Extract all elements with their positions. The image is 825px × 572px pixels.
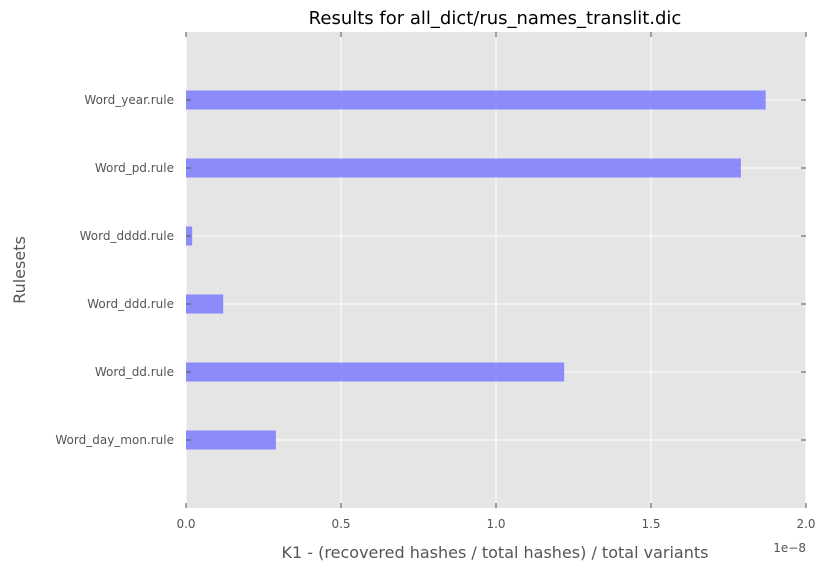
- y-tick-label: Word_ddd.rule: [87, 297, 174, 311]
- bars: [186, 90, 766, 450]
- y-tick-label: Word_year.rule: [84, 93, 174, 107]
- bar: [186, 158, 741, 178]
- x-tick-label: 2.0: [796, 517, 815, 531]
- x-tick-label: 0.0: [176, 517, 195, 531]
- x-tick-labels: 0.0 0.5 1.0 1.5 2.0: [176, 517, 815, 531]
- bar: [186, 90, 766, 110]
- bar: [186, 362, 565, 382]
- axis-ticks: [185, 32, 807, 508]
- bar: [186, 430, 276, 450]
- chart-title: Results for all_dict/rus_names_translit.…: [309, 8, 682, 29]
- y-tick-labels: Word_day_mon.rule Word_dd.rule Word_ddd.ru…: [55, 93, 174, 447]
- y-axis-label: Rulesets: [10, 236, 29, 304]
- x-tick-label: 0.5: [331, 517, 350, 531]
- x-axis-offset-label: 1e−8: [773, 541, 806, 555]
- x-tick-label: 1.5: [641, 517, 660, 531]
- y-tick-label: Word_day_mon.rule: [55, 433, 174, 447]
- bar: [186, 294, 224, 314]
- y-tick-label: Word_pd.rule: [95, 161, 174, 175]
- x-axis-label: K1 - (recovered hashes / total hashes) /…: [282, 543, 709, 562]
- y-tick-label: Word_dd.rule: [95, 365, 174, 379]
- x-tick-label: 1.0: [486, 517, 505, 531]
- y-tick-label: Word_dddd.rule: [80, 229, 174, 243]
